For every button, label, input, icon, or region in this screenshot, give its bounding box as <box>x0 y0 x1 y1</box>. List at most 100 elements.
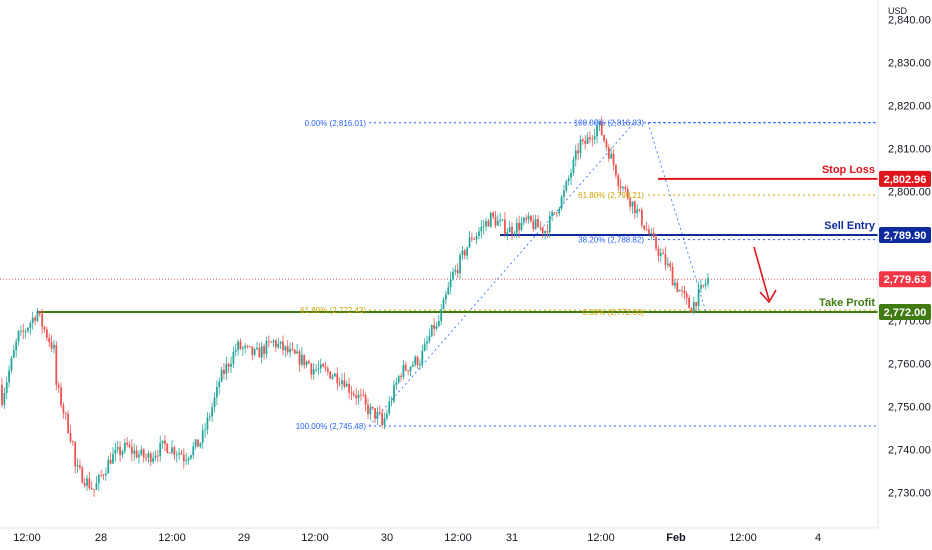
candle-body <box>607 147 610 159</box>
candle-body <box>215 387 218 398</box>
candle-body <box>648 229 650 235</box>
candle-body <box>284 346 287 351</box>
candle-body <box>10 357 13 371</box>
candle-body <box>513 233 516 235</box>
candle-body <box>376 411 379 419</box>
candle-body <box>182 454 185 462</box>
candle-body <box>5 382 8 394</box>
candle-body <box>62 405 65 413</box>
candle-body <box>629 198 631 207</box>
candle-body <box>385 413 388 419</box>
candle-body <box>93 489 95 490</box>
candle-body <box>48 337 51 343</box>
candle-body <box>383 418 386 426</box>
price-axis[interactable]: 2,730.002,740.002,750.002,760.002,770.00… <box>877 0 931 528</box>
candle-body <box>43 326 46 330</box>
candle-body <box>466 247 469 256</box>
currency-label[interactable]: USD <box>888 6 908 16</box>
candle-body <box>156 455 159 457</box>
candle-body <box>121 451 124 455</box>
candle-body <box>147 453 150 458</box>
candle-body <box>480 226 483 232</box>
candle-body <box>695 302 698 306</box>
candle-body <box>161 440 164 443</box>
candle-body <box>53 344 55 349</box>
candle-body <box>227 364 230 367</box>
candle-body <box>518 222 521 231</box>
candle-body <box>166 443 169 453</box>
candle-body <box>527 215 530 220</box>
candle-body <box>246 345 249 347</box>
candle-body <box>600 121 603 136</box>
candle-body <box>60 387 62 406</box>
candle-body <box>584 140 587 144</box>
candle-body <box>666 263 669 265</box>
candle-body <box>67 413 70 433</box>
candle-body <box>612 153 615 165</box>
candle-body <box>475 236 478 240</box>
candle-body <box>624 187 627 190</box>
candle-body <box>187 458 190 460</box>
candle-body <box>97 475 100 484</box>
candle-body <box>55 344 58 385</box>
last-price-badge[interactable]: 2,779.63 <box>879 271 931 288</box>
candle-body <box>244 345 247 348</box>
candle-body <box>414 356 417 365</box>
candle-body <box>364 395 367 405</box>
candle-body <box>189 455 192 459</box>
candle-body <box>128 444 131 447</box>
candles-layer <box>1 115 709 497</box>
fib-trend-line <box>647 122 707 313</box>
candle-body <box>3 393 6 405</box>
candle-body <box>164 440 166 444</box>
candle-body <box>345 383 348 387</box>
candle-body <box>289 348 291 353</box>
candle-body <box>239 341 242 349</box>
candle-body <box>411 364 414 367</box>
candle-body <box>206 417 209 430</box>
candle-body <box>579 139 582 154</box>
candle-body <box>456 269 459 274</box>
x-tick-label: 12:00 <box>729 532 757 544</box>
candle-body <box>419 363 421 366</box>
candle-body <box>173 447 176 455</box>
candle-body <box>185 459 188 462</box>
candle-body <box>598 121 601 126</box>
candle-body <box>126 442 129 445</box>
x-tick-label: 12:00 <box>13 532 41 544</box>
candle-body <box>102 475 105 477</box>
candle-body <box>433 325 436 329</box>
candle-body <box>267 340 270 342</box>
candle-body <box>541 227 544 234</box>
candle-body <box>428 336 431 342</box>
candle-body <box>563 190 565 197</box>
take-profit-badge[interactable]: 2,772.00 <box>879 304 931 320</box>
candle-body <box>461 250 464 255</box>
candle-body <box>504 219 506 234</box>
candle-body <box>71 441 74 443</box>
candle-body <box>211 407 214 417</box>
candle-body <box>15 341 18 351</box>
candle-body <box>133 450 136 454</box>
candle-body <box>36 310 39 321</box>
candle-body <box>17 330 20 342</box>
candle-body <box>223 369 225 374</box>
candle-body <box>180 453 183 455</box>
candle-body <box>702 285 705 286</box>
candle-body <box>640 210 643 226</box>
candle-body <box>86 478 88 486</box>
candle-body <box>138 454 140 458</box>
time-axis[interactable]: 12:00 28 12:00 29 12:00 30 12:00 31 12:00 Feb 12:0… <box>0 527 878 544</box>
fib-label: 38.20% (2,788.82) <box>578 236 644 245</box>
candle-body <box>567 178 570 182</box>
sell-entry-badge[interactable]: 2,789.90 <box>879 227 931 244</box>
candle-body <box>605 140 608 148</box>
stop-loss-badge[interactable]: 2,802.96 <box>879 170 931 187</box>
candle-body <box>511 227 513 235</box>
candle-body <box>704 283 707 286</box>
svg-text:2,779.63: 2,779.63 <box>884 274 927 286</box>
candle-body <box>81 467 84 483</box>
sell-entry-label: Sell Entry <box>824 220 876 232</box>
candle-body <box>140 449 143 455</box>
